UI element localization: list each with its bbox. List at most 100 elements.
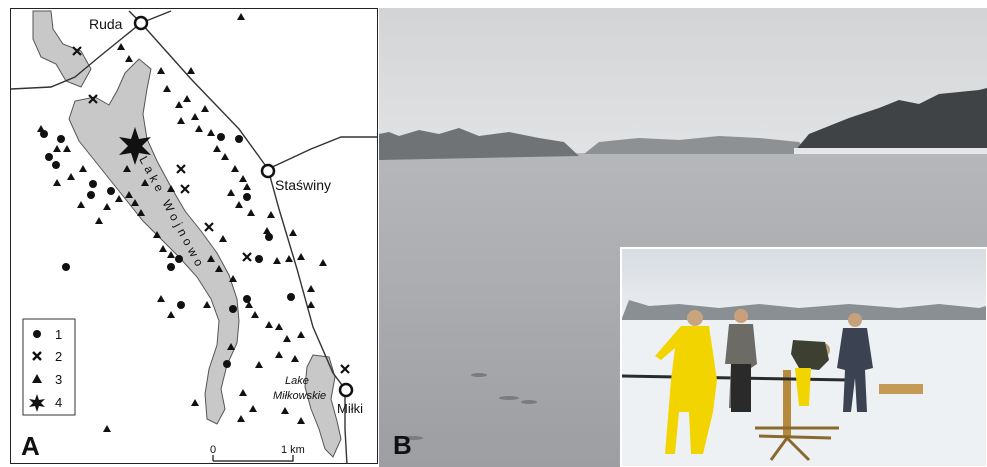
site-triangle-3 xyxy=(131,199,139,206)
person-bending-legs xyxy=(795,368,811,406)
legend-triangle-icon xyxy=(32,374,42,383)
towns: Ruda Staświny Miłki xyxy=(89,15,363,416)
site-triangle-3 xyxy=(231,165,239,172)
site-triangle-3 xyxy=(297,331,305,338)
site-circle-1 xyxy=(223,360,231,368)
site-triangle-3 xyxy=(117,43,125,50)
inset-photo xyxy=(620,247,987,467)
person-navy-head xyxy=(848,313,862,327)
site-triangle-3 xyxy=(263,227,271,234)
site-triangle-3 xyxy=(77,201,85,208)
site-circle-1 xyxy=(177,301,185,309)
legend-cross-icon xyxy=(32,351,42,361)
site-triangle-3 xyxy=(177,117,185,124)
site-cross-2 xyxy=(72,46,82,56)
site-triangle-3 xyxy=(237,415,245,422)
site-triangle-3 xyxy=(307,285,315,292)
photo-svg: B xyxy=(379,8,987,467)
site-triangle-3 xyxy=(239,175,247,182)
site-triangle-3 xyxy=(283,335,291,342)
town-label-ruda: Ruda xyxy=(89,16,123,32)
site-circle-1 xyxy=(107,187,115,195)
site-circle-1 xyxy=(167,263,175,271)
site-triangle-3 xyxy=(251,311,259,318)
site-triangle-3 xyxy=(319,259,327,266)
lake-milkowskie xyxy=(304,354,342,458)
site-triangle-3 xyxy=(175,101,183,108)
legend-label-4: 4 xyxy=(55,395,62,410)
scale-bar: 0 1 km xyxy=(210,444,305,462)
person-navy-jacket xyxy=(837,313,873,412)
site-triangle-3 xyxy=(213,145,221,152)
site-triangle-3 xyxy=(53,145,61,152)
site-triangle-3 xyxy=(123,165,131,172)
site-triangle-3 xyxy=(255,361,263,368)
site-symbols xyxy=(37,13,350,432)
map-svg: Ruda Staświny Miłki Lake Wojnowo Lake Mi… xyxy=(11,10,377,463)
site-triangle-3 xyxy=(307,301,315,308)
ice-corer-frame xyxy=(783,370,791,438)
site-triangle-3 xyxy=(157,295,165,302)
site-triangle-3 xyxy=(275,351,283,358)
site-triangle-3 xyxy=(247,209,255,216)
site-triangle-3 xyxy=(163,85,171,92)
photo-panel: B xyxy=(379,8,987,467)
map-panel: Ruda Staświny Miłki Lake Wojnowo Lake Mi… xyxy=(10,8,378,464)
site-triangle-3 xyxy=(239,389,247,396)
road-ruda-west xyxy=(11,22,142,90)
site-triangle-3 xyxy=(291,355,299,362)
town-label-stasiwny: Staświny xyxy=(275,177,331,193)
site-triangle-3 xyxy=(275,323,283,330)
inset-treeline xyxy=(622,300,986,322)
site-circle-1 xyxy=(45,153,53,161)
road-milki-south xyxy=(344,389,348,463)
site-star-4 xyxy=(119,127,151,165)
legend-label-2: 2 xyxy=(55,349,62,364)
site-triangle-3 xyxy=(141,179,149,186)
site-triangle-3 xyxy=(281,407,289,414)
site-circle-1 xyxy=(229,305,237,313)
legend-star-icon xyxy=(29,394,45,412)
site-cross-2 xyxy=(204,222,214,232)
ice-spot xyxy=(403,436,423,440)
site-triangle-3 xyxy=(237,13,245,20)
lake-milkowskie-label-1: Lake xyxy=(285,375,309,387)
town-ruda: Ruda xyxy=(89,15,149,32)
legend-circle-icon xyxy=(33,330,41,338)
person-grey-head xyxy=(734,309,748,323)
lake-milkowskie-label-2: Miłkowskie xyxy=(273,390,326,402)
site-triangle-3 xyxy=(245,301,253,308)
site-circle-1 xyxy=(255,255,263,263)
site-triangle-3 xyxy=(153,231,161,238)
scale-bar-start-label: 0 xyxy=(210,444,216,456)
site-triangle-3 xyxy=(227,343,235,350)
site-triangle-3 xyxy=(103,203,111,210)
site-circle-1 xyxy=(243,295,251,303)
site-triangle-3 xyxy=(203,301,211,308)
site-triangle-3 xyxy=(125,55,133,62)
site-triangle-3 xyxy=(227,189,235,196)
site-cross-2 xyxy=(180,184,190,194)
site-triangle-3 xyxy=(67,173,75,180)
site-circle-1 xyxy=(287,293,295,301)
site-triangle-3 xyxy=(297,253,305,260)
ice-spot xyxy=(499,396,519,400)
lake-north-arm xyxy=(32,10,92,88)
town-stasiwny: Staświny xyxy=(260,163,331,193)
site-triangle-3 xyxy=(159,245,167,252)
town-milki: Miłki xyxy=(337,382,363,416)
roads xyxy=(11,10,377,463)
site-triangle-3 xyxy=(63,145,71,152)
site-triangle-3 xyxy=(167,311,175,318)
person-grey-legs xyxy=(731,364,751,412)
wooden-plank xyxy=(879,384,923,394)
road-stasiwny-northeast xyxy=(267,136,377,170)
site-triangle-3 xyxy=(215,265,223,272)
site-circle-1 xyxy=(62,263,70,271)
site-triangle-3 xyxy=(219,235,227,242)
road-stasiwny-milki xyxy=(267,168,346,390)
site-triangle-3 xyxy=(183,95,191,102)
site-triangle-3 xyxy=(79,165,87,172)
legend: 1 2 3 4 xyxy=(22,318,76,416)
site-triangle-3 xyxy=(229,275,237,282)
